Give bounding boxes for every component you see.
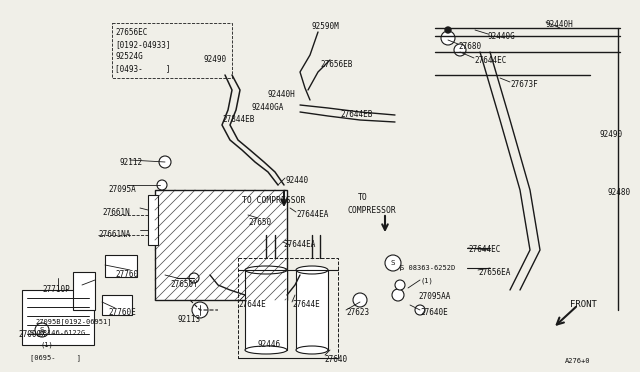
Ellipse shape	[192, 302, 208, 318]
Text: 27673F: 27673F	[510, 80, 538, 89]
Text: 27656EC: 27656EC	[115, 28, 147, 37]
Text: S: S	[40, 327, 44, 333]
Text: COMPRESSOR: COMPRESSOR	[348, 206, 397, 215]
Text: 27656EA: 27656EA	[478, 268, 510, 277]
Ellipse shape	[157, 180, 167, 190]
Text: 27661N: 27661N	[102, 208, 130, 217]
Text: 27644EC: 27644EC	[468, 245, 500, 254]
Text: 27661NA: 27661NA	[98, 230, 131, 239]
Text: 92490: 92490	[204, 55, 227, 64]
Ellipse shape	[245, 346, 287, 354]
Bar	[155, 190, 287, 300]
Text: [0695-     ]: [0695- ]	[30, 354, 81, 361]
Bar	[73, 272, 95, 310]
Text: 92113: 92113	[178, 315, 201, 324]
Text: S: S	[391, 260, 395, 266]
Bar	[22, 290, 94, 345]
Ellipse shape	[353, 293, 367, 307]
Ellipse shape	[296, 346, 328, 354]
Text: 92440H: 92440H	[546, 20, 573, 29]
Text: 92524G: 92524G	[115, 52, 143, 61]
Text: FRONT: FRONT	[570, 300, 597, 309]
Text: 27760E: 27760E	[108, 308, 136, 317]
Text: 92112: 92112	[120, 158, 143, 167]
Text: 92440H: 92440H	[268, 90, 296, 99]
Ellipse shape	[454, 44, 466, 56]
Text: 27095A: 27095A	[108, 185, 136, 194]
Text: 92446: 92446	[258, 340, 281, 349]
Text: S 08146-6122G: S 08146-6122G	[30, 330, 85, 336]
Text: 27656EB: 27656EB	[320, 60, 353, 69]
Ellipse shape	[415, 305, 425, 315]
Ellipse shape	[189, 273, 199, 283]
Text: 27680: 27680	[458, 42, 481, 51]
Ellipse shape	[392, 289, 404, 301]
Text: 92440GA: 92440GA	[252, 103, 284, 112]
Ellipse shape	[445, 27, 451, 33]
Bar	[105, 255, 137, 277]
Bar	[245, 270, 287, 350]
Text: 27640: 27640	[324, 355, 347, 364]
Text: 27644EC: 27644EC	[474, 56, 506, 65]
Text: 27623: 27623	[346, 308, 369, 317]
Bar	[148, 195, 158, 245]
Text: 92440G: 92440G	[488, 32, 516, 41]
Text: 92490: 92490	[600, 130, 623, 139]
Text: 92440: 92440	[285, 176, 308, 185]
Text: [0192-04933]: [0192-04933]	[115, 40, 170, 49]
Text: 27844EB: 27844EB	[222, 115, 254, 124]
Text: TO COMPRESSOR: TO COMPRESSOR	[242, 196, 305, 205]
Ellipse shape	[296, 266, 328, 274]
Text: 92590M: 92590M	[312, 22, 340, 31]
Text: 27644EB: 27644EB	[340, 110, 372, 119]
Text: 27710P: 27710P	[42, 285, 70, 294]
Text: (1): (1)	[40, 342, 52, 349]
Ellipse shape	[385, 255, 401, 271]
Bar	[296, 270, 328, 350]
Ellipse shape	[245, 266, 287, 274]
Text: 27095AA: 27095AA	[418, 292, 451, 301]
Text: 27650Y: 27650Y	[170, 280, 198, 289]
Text: 27095B[0192-06951]: 27095B[0192-06951]	[35, 318, 111, 325]
Text: 27644EA: 27644EA	[296, 210, 328, 219]
Ellipse shape	[35, 323, 49, 337]
Ellipse shape	[159, 156, 171, 168]
Text: 27760: 27760	[115, 270, 138, 279]
Bar	[102, 295, 132, 315]
Text: TO: TO	[358, 193, 368, 202]
Text: 27644E: 27644E	[292, 300, 320, 309]
Text: 92480: 92480	[608, 188, 631, 197]
Ellipse shape	[395, 280, 405, 290]
Text: A276+0: A276+0	[565, 358, 591, 364]
Text: [0493-     ]: [0493- ]	[115, 64, 170, 73]
Text: 27644E: 27644E	[238, 300, 266, 309]
Text: (1): (1)	[420, 278, 433, 285]
Text: 27000X: 27000X	[18, 330, 45, 339]
Text: 27644EA: 27644EA	[283, 240, 316, 249]
Text: 27640E: 27640E	[420, 308, 448, 317]
Text: S 08363-6252D: S 08363-6252D	[400, 265, 455, 271]
Text: 27650: 27650	[248, 218, 271, 227]
Bar	[112, 23, 232, 78]
Ellipse shape	[441, 31, 455, 45]
Bar	[238, 258, 338, 358]
